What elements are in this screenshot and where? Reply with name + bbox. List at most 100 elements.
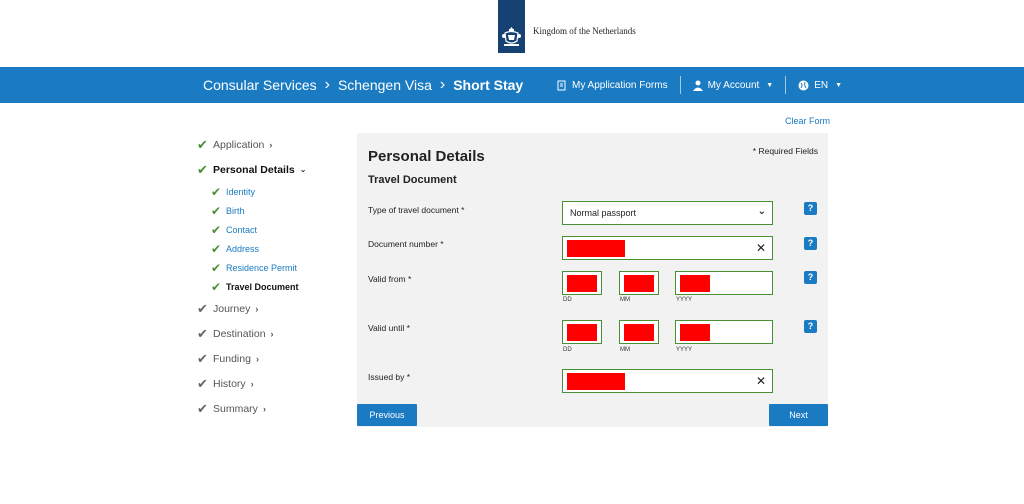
check-icon: ✔ xyxy=(197,161,208,177)
my-application-forms-link[interactable]: My Application Forms xyxy=(557,80,668,91)
form-panel: Personal Details * Required Fields Trave… xyxy=(357,133,828,427)
chevron-down-icon: ⌄ xyxy=(299,165,307,174)
substep-label: Birth xyxy=(226,205,245,216)
step-label: Summary xyxy=(213,402,258,415)
help-icon[interactable]: ? xyxy=(804,202,817,215)
step-application[interactable]: ✔ Application › xyxy=(197,132,347,157)
document-number-input[interactable]: ✕ xyxy=(562,236,773,260)
redaction-block xyxy=(680,275,710,292)
valid-until-month-input[interactable] xyxy=(619,320,659,344)
issued-by-label: Issued by * xyxy=(368,372,411,382)
valid-from-month-input[interactable] xyxy=(619,271,659,295)
step-label: Application xyxy=(213,138,265,151)
substep-label: Address xyxy=(226,243,260,254)
breadcrumb-separator-icon: › xyxy=(439,76,446,93)
step-summary[interactable]: ✔ Summary › xyxy=(197,396,347,421)
netherlands-coat-of-arms-logo[interactable] xyxy=(498,0,525,53)
check-icon: ✔ xyxy=(197,136,208,152)
step-funding[interactable]: ✔ Funding › xyxy=(197,346,347,371)
check-icon: ✔ xyxy=(197,300,208,316)
user-icon xyxy=(692,80,703,91)
valid-until-year-input[interactable] xyxy=(675,320,773,344)
site-header: Kingdom of the Netherlands xyxy=(0,0,1024,67)
next-button[interactable]: Next xyxy=(769,404,828,426)
chevron-right-icon: › xyxy=(255,353,259,364)
day-caption: DD xyxy=(563,297,572,303)
step-journey[interactable]: ✔ Journey › xyxy=(197,296,347,321)
step-destination[interactable]: ✔ Destination › xyxy=(197,321,347,346)
substep-birth[interactable]: ✔ Birth xyxy=(197,201,347,220)
logo-text: Kingdom of the Netherlands xyxy=(533,26,636,36)
check-icon: ✔ xyxy=(197,400,208,416)
check-icon: ✔ xyxy=(211,260,222,275)
step-label: Personal Details xyxy=(213,163,295,176)
section-title: Travel Document xyxy=(368,174,457,186)
step-personal-details[interactable]: ✔ Personal Details ⌄ xyxy=(197,157,347,182)
substep-label: Travel Document xyxy=(226,281,299,292)
step-label: Funding xyxy=(213,352,251,365)
breadcrumb: Consular Services › Schengen Visa › Shor… xyxy=(203,67,523,103)
required-fields-note: * Required Fields xyxy=(752,146,818,156)
check-icon: ✔ xyxy=(197,375,208,391)
previous-button[interactable]: Previous xyxy=(357,404,417,426)
substep-label: Contact xyxy=(226,224,258,235)
redaction-block xyxy=(624,324,654,341)
breadcrumb-separator-icon: › xyxy=(324,76,330,93)
top-navigation-bar: Consular Services › Schengen Visa › Shor… xyxy=(0,67,1024,103)
lion-crest-icon xyxy=(502,27,521,46)
chevron-right-icon: › xyxy=(270,328,274,339)
chevron-right-icon: › xyxy=(262,403,266,414)
month-caption: MM xyxy=(620,297,630,303)
clear-input-icon[interactable]: ✕ xyxy=(755,374,766,388)
nav-divider xyxy=(679,76,681,94)
check-icon: ✔ xyxy=(197,350,208,366)
clear-input-icon[interactable]: ✕ xyxy=(755,241,766,255)
substep-label: Residence Permit xyxy=(226,262,298,273)
check-icon: ✔ xyxy=(211,279,222,294)
valid-from-day-input[interactable] xyxy=(562,271,602,295)
year-caption: YYYY xyxy=(676,297,693,303)
document-icon xyxy=(557,80,566,90)
redaction-block xyxy=(567,324,597,341)
valid-from-year-input[interactable] xyxy=(675,271,773,295)
step-label: Destination xyxy=(213,327,266,340)
year-caption: YYYY xyxy=(676,347,693,353)
substep-travel-document[interactable]: ✔ Travel Document xyxy=(197,277,347,296)
help-icon[interactable]: ? xyxy=(804,320,817,333)
form-steps-sidebar: ✔ Application › ✔ Personal Details ⌄ ✔ I… xyxy=(197,132,347,421)
my-account-label: My Account xyxy=(707,79,760,91)
step-label: History xyxy=(213,377,246,390)
caret-down-icon: ▼ xyxy=(766,81,774,89)
breadcrumb-consular-services[interactable]: Consular Services xyxy=(203,77,317,93)
type-of-travel-document-select[interactable]: Normal passport ⌄ xyxy=(562,201,773,225)
chevron-right-icon: › xyxy=(269,139,273,150)
substep-residence-permit[interactable]: ✔ Residence Permit xyxy=(197,258,347,277)
my-account-menu[interactable]: My Account ▼ xyxy=(692,79,774,91)
substep-contact[interactable]: ✔ Contact xyxy=(197,220,347,239)
clear-form-link[interactable]: Clear Form xyxy=(785,116,831,126)
valid-until-day-input[interactable] xyxy=(562,320,602,344)
substep-address[interactable]: ✔ Address xyxy=(197,239,347,258)
redaction-block xyxy=(567,373,625,390)
help-icon[interactable]: ? xyxy=(804,237,817,250)
chevron-right-icon: › xyxy=(250,378,254,389)
valid-from-label: Valid from * xyxy=(368,274,412,284)
document-number-label: Document number * xyxy=(368,239,444,249)
check-icon: ✔ xyxy=(211,203,222,218)
substep-identity[interactable]: ✔ Identity xyxy=(197,182,347,201)
check-icon: ✔ xyxy=(211,222,222,237)
check-icon: ✔ xyxy=(211,241,222,256)
step-history[interactable]: ✔ History › xyxy=(197,371,347,396)
nav-divider xyxy=(785,76,787,94)
step-label: Journey xyxy=(213,302,251,315)
day-caption: DD xyxy=(563,347,572,353)
language-label: EN xyxy=(814,79,829,91)
redaction-block xyxy=(624,275,654,292)
selected-value: Normal passport xyxy=(570,208,637,218)
breadcrumb-schengen-visa[interactable]: Schengen Visa xyxy=(337,77,432,93)
help-icon[interactable]: ? xyxy=(804,271,817,284)
issued-by-input[interactable]: ✕ xyxy=(562,369,773,393)
month-caption: MM xyxy=(620,347,630,353)
language-selector[interactable]: EN ▼ xyxy=(798,80,842,91)
redaction-block xyxy=(567,240,625,257)
